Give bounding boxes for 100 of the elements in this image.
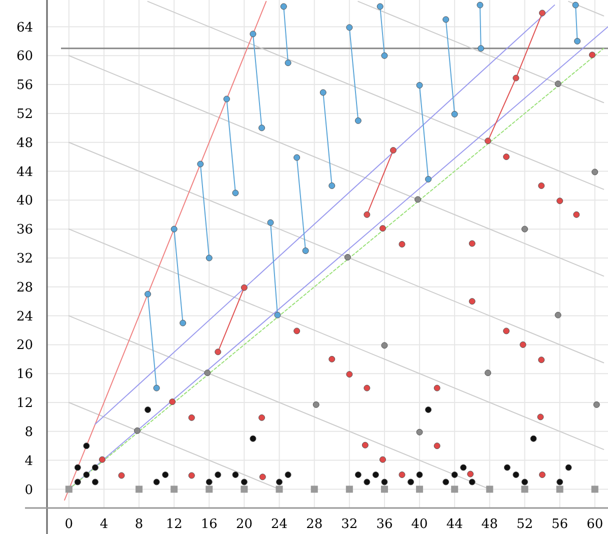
point xyxy=(267,219,274,226)
point xyxy=(416,82,423,89)
point xyxy=(312,401,320,408)
point xyxy=(274,312,281,318)
x-tick-label: 4 xyxy=(100,517,108,532)
point xyxy=(504,464,510,471)
point xyxy=(381,342,388,349)
point xyxy=(170,226,178,232)
point xyxy=(364,478,370,486)
point xyxy=(354,117,362,124)
point xyxy=(398,472,406,478)
point xyxy=(92,464,98,471)
point xyxy=(538,182,545,189)
point xyxy=(556,198,564,204)
point xyxy=(372,472,379,478)
y-tick-label: 44 xyxy=(16,164,33,180)
y-tick-label: 32 xyxy=(16,252,33,267)
x-tick-label: 52 xyxy=(516,517,533,532)
x-tick-label: 60 xyxy=(586,517,604,532)
point xyxy=(425,176,432,182)
point xyxy=(460,464,467,471)
point xyxy=(554,312,562,318)
point xyxy=(512,74,520,82)
point xyxy=(379,456,386,463)
y-tick-label: 64 xyxy=(16,20,33,36)
point xyxy=(503,154,510,160)
x-tick-label: 8 xyxy=(134,517,144,532)
point xyxy=(302,248,309,254)
point xyxy=(573,211,580,218)
x-tick-label: 32 xyxy=(341,517,358,532)
y-tick-label: 60 xyxy=(16,49,33,64)
point xyxy=(521,486,528,493)
point xyxy=(362,442,368,448)
point xyxy=(484,138,492,144)
point xyxy=(280,3,287,10)
point xyxy=(425,406,432,413)
point xyxy=(398,240,406,248)
point xyxy=(136,486,143,493)
point xyxy=(593,401,600,408)
point xyxy=(284,60,292,66)
point xyxy=(376,3,384,10)
y-tick-label: 16 xyxy=(16,367,33,382)
point xyxy=(92,478,98,486)
y-tick-label: 4 xyxy=(24,454,33,469)
point xyxy=(223,96,230,102)
point xyxy=(258,124,266,132)
point xyxy=(153,384,160,392)
point xyxy=(346,486,353,493)
x-tick-label: 20 xyxy=(236,517,252,532)
point xyxy=(381,52,388,59)
point xyxy=(521,478,528,486)
point xyxy=(503,328,510,334)
y-tick-label: 12 xyxy=(16,396,33,412)
x-tick-label: 48 xyxy=(481,517,498,532)
point xyxy=(381,478,388,486)
point xyxy=(259,474,266,480)
point xyxy=(320,89,326,96)
point xyxy=(250,435,256,442)
point xyxy=(206,478,212,486)
point xyxy=(588,52,596,58)
x-tick-label: 0 xyxy=(64,517,74,532)
point xyxy=(214,348,222,356)
point xyxy=(240,478,248,486)
point xyxy=(74,478,81,486)
point xyxy=(416,428,423,436)
point xyxy=(442,478,450,486)
x-tick-label: 56 xyxy=(552,517,568,532)
point xyxy=(170,486,178,493)
point xyxy=(554,80,562,88)
point xyxy=(468,478,476,486)
point xyxy=(188,414,195,421)
y-tick-label: 0 xyxy=(24,482,33,498)
point xyxy=(206,486,213,493)
point xyxy=(520,341,526,348)
point xyxy=(188,472,195,479)
point xyxy=(74,464,81,471)
point xyxy=(240,486,248,493)
point xyxy=(521,226,528,232)
point xyxy=(162,472,169,478)
point xyxy=(468,298,476,305)
point xyxy=(565,464,572,471)
point xyxy=(530,435,537,442)
point xyxy=(276,478,283,486)
point xyxy=(214,472,222,478)
point xyxy=(476,2,484,8)
point xyxy=(451,472,458,478)
point xyxy=(592,168,598,176)
point xyxy=(310,486,318,493)
point xyxy=(232,472,239,478)
x-tick-label: 16 xyxy=(200,517,218,532)
point xyxy=(98,456,106,463)
x-tick-label: 36 xyxy=(376,517,393,532)
point xyxy=(144,290,152,298)
point xyxy=(328,182,336,189)
point xyxy=(276,486,283,493)
x-tick-label: 40 xyxy=(411,517,428,532)
point xyxy=(468,240,476,247)
point xyxy=(478,45,484,52)
point xyxy=(204,370,211,376)
y-tick-label: 52 xyxy=(16,107,33,122)
